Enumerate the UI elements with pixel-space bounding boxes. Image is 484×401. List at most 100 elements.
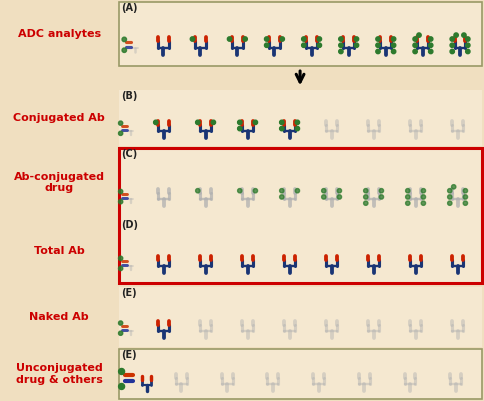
Circle shape — [454, 33, 458, 37]
Circle shape — [392, 37, 396, 41]
Bar — [119, 287, 482, 347]
Text: (C): (C) — [121, 149, 138, 159]
Circle shape — [339, 49, 343, 54]
Circle shape — [448, 195, 452, 199]
Circle shape — [280, 37, 285, 41]
Circle shape — [428, 49, 433, 54]
Circle shape — [337, 188, 342, 193]
Text: (E): (E) — [121, 350, 137, 360]
Circle shape — [339, 43, 343, 47]
Circle shape — [337, 195, 342, 199]
Circle shape — [376, 37, 380, 41]
Circle shape — [406, 188, 410, 193]
Text: (E): (E) — [121, 288, 137, 298]
Circle shape — [302, 37, 306, 41]
Text: (D): (D) — [121, 219, 138, 229]
Circle shape — [238, 188, 242, 193]
Circle shape — [450, 49, 454, 54]
Circle shape — [450, 43, 454, 47]
Circle shape — [238, 126, 242, 131]
Circle shape — [376, 49, 380, 54]
Text: (A): (A) — [121, 3, 138, 13]
Text: Unconjugated
drug & others: Unconjugated drug & others — [16, 363, 103, 385]
Text: Total Ab: Total Ab — [34, 246, 85, 255]
Circle shape — [450, 37, 454, 41]
Circle shape — [421, 188, 425, 193]
Circle shape — [317, 43, 321, 47]
Circle shape — [466, 43, 470, 47]
Circle shape — [302, 43, 306, 47]
Circle shape — [406, 201, 410, 205]
Circle shape — [119, 189, 123, 194]
Circle shape — [280, 126, 284, 131]
Circle shape — [119, 121, 123, 125]
Circle shape — [264, 43, 269, 47]
Circle shape — [428, 37, 433, 41]
Circle shape — [466, 49, 470, 54]
Circle shape — [413, 49, 417, 54]
Circle shape — [238, 120, 242, 125]
Circle shape — [211, 120, 215, 125]
Bar — [119, 349, 482, 399]
Circle shape — [379, 188, 383, 193]
Circle shape — [417, 33, 421, 37]
Circle shape — [363, 188, 368, 193]
Bar — [119, 2, 482, 66]
Text: (B): (B) — [121, 91, 138, 101]
Circle shape — [321, 195, 326, 199]
Circle shape — [119, 256, 123, 260]
Circle shape — [227, 37, 232, 41]
Circle shape — [421, 195, 425, 199]
Circle shape — [295, 120, 300, 125]
Circle shape — [448, 188, 452, 193]
Text: Naked Ab: Naked Ab — [30, 312, 89, 322]
Circle shape — [280, 195, 284, 199]
Circle shape — [392, 43, 396, 47]
Circle shape — [339, 37, 343, 41]
Circle shape — [379, 195, 383, 199]
Circle shape — [119, 331, 123, 335]
Circle shape — [462, 33, 466, 37]
Circle shape — [295, 126, 300, 131]
Circle shape — [295, 188, 300, 193]
Circle shape — [119, 266, 123, 271]
Circle shape — [119, 369, 124, 375]
Bar — [119, 148, 482, 283]
Circle shape — [243, 37, 247, 41]
Circle shape — [466, 37, 470, 41]
Circle shape — [452, 184, 456, 189]
Circle shape — [321, 188, 326, 193]
Circle shape — [428, 43, 433, 47]
Circle shape — [280, 120, 284, 125]
Circle shape — [253, 120, 257, 125]
Circle shape — [406, 195, 410, 199]
Circle shape — [376, 43, 380, 47]
Circle shape — [280, 188, 284, 193]
Circle shape — [122, 48, 126, 53]
Circle shape — [463, 201, 468, 205]
Circle shape — [354, 37, 359, 41]
Text: Conjugated Ab: Conjugated Ab — [14, 113, 105, 123]
Circle shape — [317, 37, 321, 41]
Circle shape — [392, 49, 396, 54]
Circle shape — [363, 201, 368, 205]
Circle shape — [363, 195, 368, 199]
Circle shape — [463, 195, 468, 199]
Circle shape — [119, 200, 123, 204]
Circle shape — [196, 188, 200, 193]
Text: ADC analytes: ADC analytes — [18, 29, 101, 39]
Circle shape — [421, 201, 425, 205]
Circle shape — [153, 120, 158, 125]
Circle shape — [190, 37, 195, 41]
Circle shape — [119, 131, 123, 136]
Text: Ab-conjugated
drug: Ab-conjugated drug — [14, 172, 105, 193]
Circle shape — [448, 201, 452, 205]
Circle shape — [264, 37, 269, 41]
Circle shape — [463, 188, 468, 193]
Circle shape — [354, 43, 359, 47]
Circle shape — [122, 37, 126, 42]
Circle shape — [196, 120, 200, 125]
Bar — [119, 90, 482, 146]
Circle shape — [413, 43, 417, 47]
Circle shape — [413, 37, 417, 41]
